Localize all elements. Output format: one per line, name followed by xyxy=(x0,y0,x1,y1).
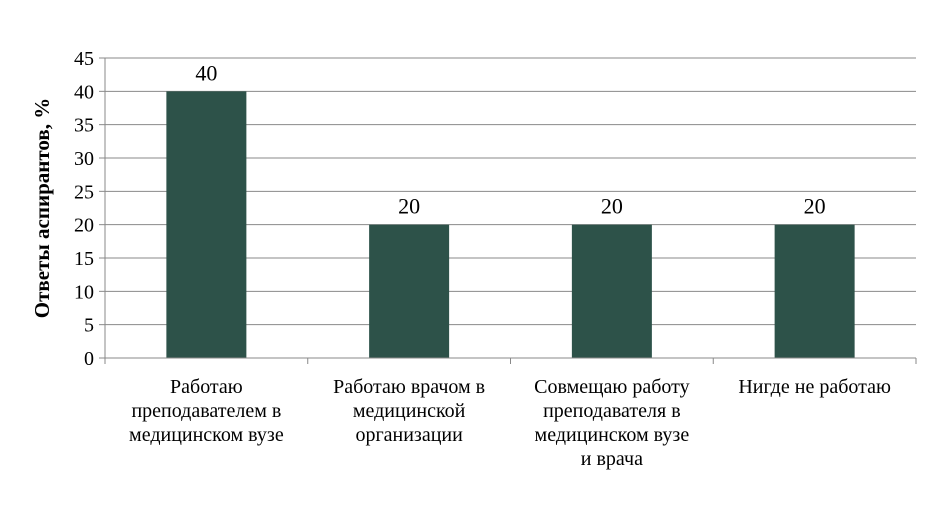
y-tick-label: 35 xyxy=(74,115,94,137)
data-labels: 40 20 20 20 xyxy=(195,60,825,218)
y-tick-label: 0 xyxy=(84,348,94,370)
y-axis-title: Ответы аспирантов, % xyxy=(30,98,54,318)
bar xyxy=(166,91,247,358)
y-tick-label: 5 xyxy=(84,315,94,337)
bar xyxy=(774,224,855,358)
y-tick-label: 45 xyxy=(74,48,94,70)
category-labels: Работаю преподавателем в медицинском вузе Р… xyxy=(129,376,891,470)
y-tick-label: 10 xyxy=(74,281,94,303)
data-label: 40 xyxy=(195,60,217,85)
bar xyxy=(571,224,652,358)
y-tick-label: 30 xyxy=(74,148,94,170)
category-label: Работаю преподавателем в медицинском вузе xyxy=(129,376,284,446)
bars xyxy=(166,91,855,358)
category-label: Совмещаю работу преподавателя в медицинско… xyxy=(534,376,689,470)
y-tick-label: 40 xyxy=(74,81,94,103)
y-axis-ticks: 0 5 10 15 20 25 30 35 40 45 xyxy=(74,48,105,370)
y-tick-label: 15 xyxy=(74,248,94,270)
axes xyxy=(104,58,917,364)
data-label: 20 xyxy=(804,194,826,219)
bar xyxy=(369,224,450,358)
y-tick-label: 20 xyxy=(74,215,94,237)
data-label: 20 xyxy=(601,194,623,219)
category-label: Работаю врачом в медицинской организации xyxy=(333,376,485,446)
data-label: 20 xyxy=(398,194,420,219)
y-tick-label: 25 xyxy=(74,181,94,203)
category-label: Нигде не работаю xyxy=(738,376,891,398)
